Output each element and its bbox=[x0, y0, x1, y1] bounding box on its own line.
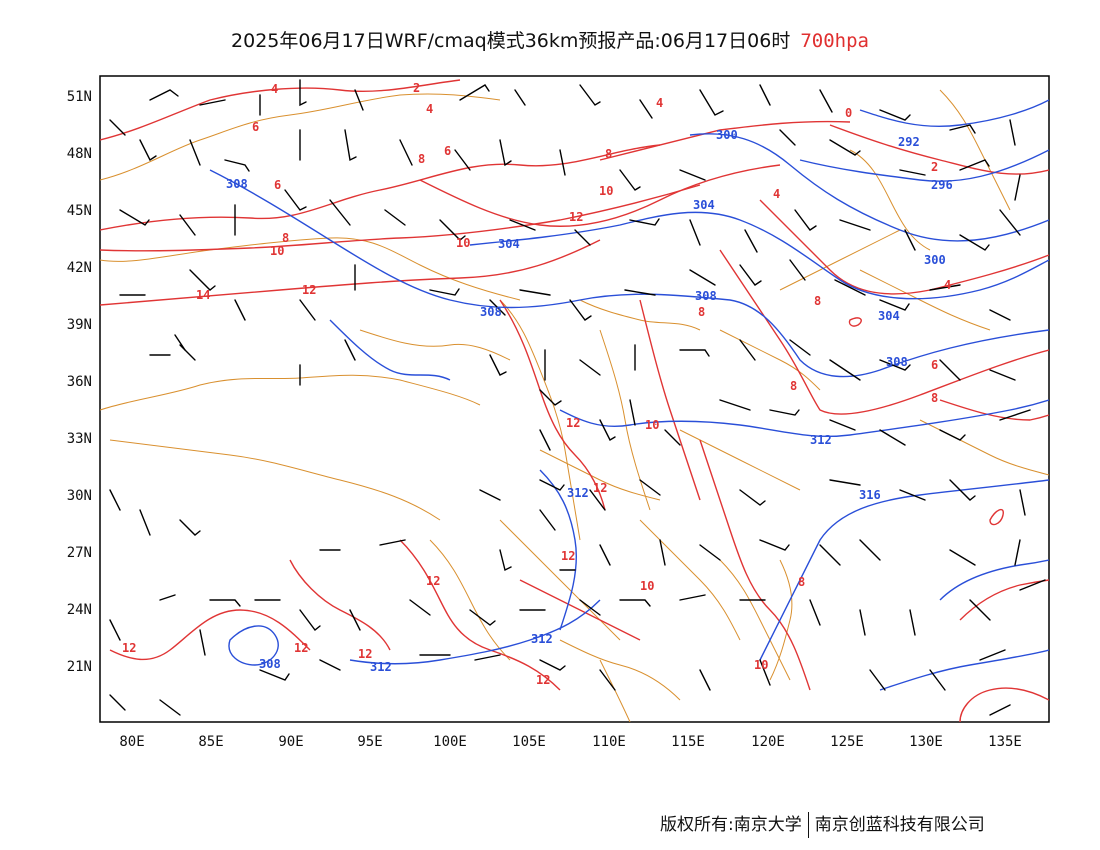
temperature-label: 8 bbox=[698, 305, 705, 319]
height-label: 304 bbox=[693, 198, 715, 212]
lat-label: 51N bbox=[67, 89, 92, 105]
temperature-label: 10 bbox=[270, 244, 284, 258]
temperature-label: 4 bbox=[426, 102, 433, 116]
temperature-label: 14 bbox=[196, 288, 210, 302]
lon-label: 90E bbox=[278, 734, 303, 750]
lon-label: 85E bbox=[198, 734, 223, 750]
height-label: 308 bbox=[886, 355, 908, 369]
lon-label: 80E bbox=[119, 734, 144, 750]
temperature-label: 8 bbox=[798, 575, 805, 589]
temperature-label: 8 bbox=[790, 379, 797, 393]
temperature-label: 8 bbox=[931, 391, 938, 405]
height-label: 312 bbox=[531, 632, 553, 646]
lon-label: 105E bbox=[512, 734, 546, 750]
lon-label: 100E bbox=[433, 734, 467, 750]
lon-label: 115E bbox=[671, 734, 705, 750]
temperature-label: 8 bbox=[418, 152, 425, 166]
height-contour-labels: 292 296 300 300 304 304 304 308 308 308 … bbox=[226, 128, 953, 674]
lon-label: 120E bbox=[751, 734, 785, 750]
height-label: 300 bbox=[924, 253, 946, 267]
lon-label: 135E bbox=[988, 734, 1022, 750]
temperature-label: 0 bbox=[845, 106, 852, 120]
temperature-contours bbox=[100, 79, 1049, 722]
height-label: 300 bbox=[716, 128, 738, 142]
temperature-label: 8 bbox=[605, 147, 612, 161]
title-text: 2025年06月17日WRF/cmaq模式36km预报产品:06月17日06时 bbox=[231, 30, 791, 52]
lat-label: 24N bbox=[67, 602, 92, 618]
map-title: 2025年06月17日WRF/cmaq模式36km预报产品:06月17日06时 7… bbox=[0, 26, 1100, 53]
height-label: 312 bbox=[810, 433, 832, 447]
height-label: 312 bbox=[370, 660, 392, 674]
temperature-label: 12 bbox=[302, 283, 316, 297]
height-label: 292 bbox=[898, 135, 920, 149]
temperature-label: 12 bbox=[122, 641, 136, 655]
height-label: 308 bbox=[480, 305, 502, 319]
height-label: 304 bbox=[498, 237, 520, 251]
temperature-label: 12 bbox=[561, 549, 575, 563]
credit-left: 版权所有:南京大学 bbox=[660, 815, 802, 835]
temperature-label: 10 bbox=[640, 579, 654, 593]
temperature-label: 4 bbox=[773, 187, 780, 201]
copyright-credit: 版权所有:南京大学 南京创蓝科技有限公司 bbox=[660, 810, 985, 838]
credit-right: 南京创蓝科技有限公司 bbox=[814, 815, 985, 835]
longitude-labels: 80E 85E 90E 95E 100E 105E 110E 115E 120E… bbox=[119, 734, 1022, 750]
lat-label: 48N bbox=[67, 146, 92, 162]
temperature-label: 2 bbox=[931, 160, 938, 174]
lat-label: 39N bbox=[67, 317, 92, 333]
pressure-level: 700hpa bbox=[800, 30, 869, 52]
temperature-label: 10 bbox=[456, 236, 470, 250]
temperature-label: 10 bbox=[754, 658, 768, 672]
temperature-label: 6 bbox=[274, 178, 281, 192]
wind-barbs bbox=[109, 79, 1046, 716]
lon-label: 95E bbox=[357, 734, 382, 750]
lat-label: 21N bbox=[67, 659, 92, 675]
height-label: 304 bbox=[878, 309, 900, 323]
temperature-contour-labels: 0 2 2 4 4 4 4 4 6 6 6 6 8 8 8 8 8 8 8 8 … bbox=[122, 81, 951, 687]
height-label: 308 bbox=[226, 177, 248, 191]
temperature-label: 4 bbox=[656, 96, 663, 110]
latitude-labels: 51N 48N 45N 42N 39N 36N 33N 30N 27N 24N … bbox=[67, 89, 92, 675]
temperature-label: 6 bbox=[252, 120, 259, 134]
temperature-label: 12 bbox=[426, 574, 440, 588]
temperature-label: 12 bbox=[358, 647, 372, 661]
temperature-label: 10 bbox=[599, 184, 613, 198]
lon-label: 110E bbox=[592, 734, 626, 750]
lat-label: 36N bbox=[67, 374, 92, 390]
temperature-label: 6 bbox=[444, 144, 451, 158]
temperature-label: 6 bbox=[931, 358, 938, 372]
temperature-label: 2 bbox=[413, 81, 420, 95]
height-contours bbox=[209, 99, 1049, 691]
lat-label: 27N bbox=[67, 545, 92, 561]
lat-label: 42N bbox=[67, 260, 92, 276]
temperature-label: 8 bbox=[282, 231, 289, 245]
lat-label: 45N bbox=[67, 203, 92, 219]
temperature-label: 12 bbox=[566, 416, 580, 430]
lon-label: 130E bbox=[909, 734, 943, 750]
temperature-label: 4 bbox=[944, 278, 951, 292]
temperature-label: 10 bbox=[645, 418, 659, 432]
plot-frame bbox=[99, 75, 1050, 723]
height-label: 308 bbox=[259, 657, 281, 671]
height-label: 312 bbox=[567, 486, 589, 500]
lon-label: 125E bbox=[830, 734, 864, 750]
temperature-label: 8 bbox=[814, 294, 821, 308]
lat-label: 33N bbox=[67, 431, 92, 447]
temperature-label: 12 bbox=[294, 641, 308, 655]
height-label: 316 bbox=[859, 488, 881, 502]
height-label: 308 bbox=[695, 289, 717, 303]
lat-label: 30N bbox=[67, 488, 92, 504]
temperature-label: 4 bbox=[271, 82, 278, 96]
credit-divider bbox=[807, 812, 809, 838]
height-label: 296 bbox=[931, 178, 953, 192]
temperature-label: 12 bbox=[536, 673, 550, 687]
temperature-label: 12 bbox=[569, 210, 583, 224]
temperature-label: 12 bbox=[593, 481, 607, 495]
